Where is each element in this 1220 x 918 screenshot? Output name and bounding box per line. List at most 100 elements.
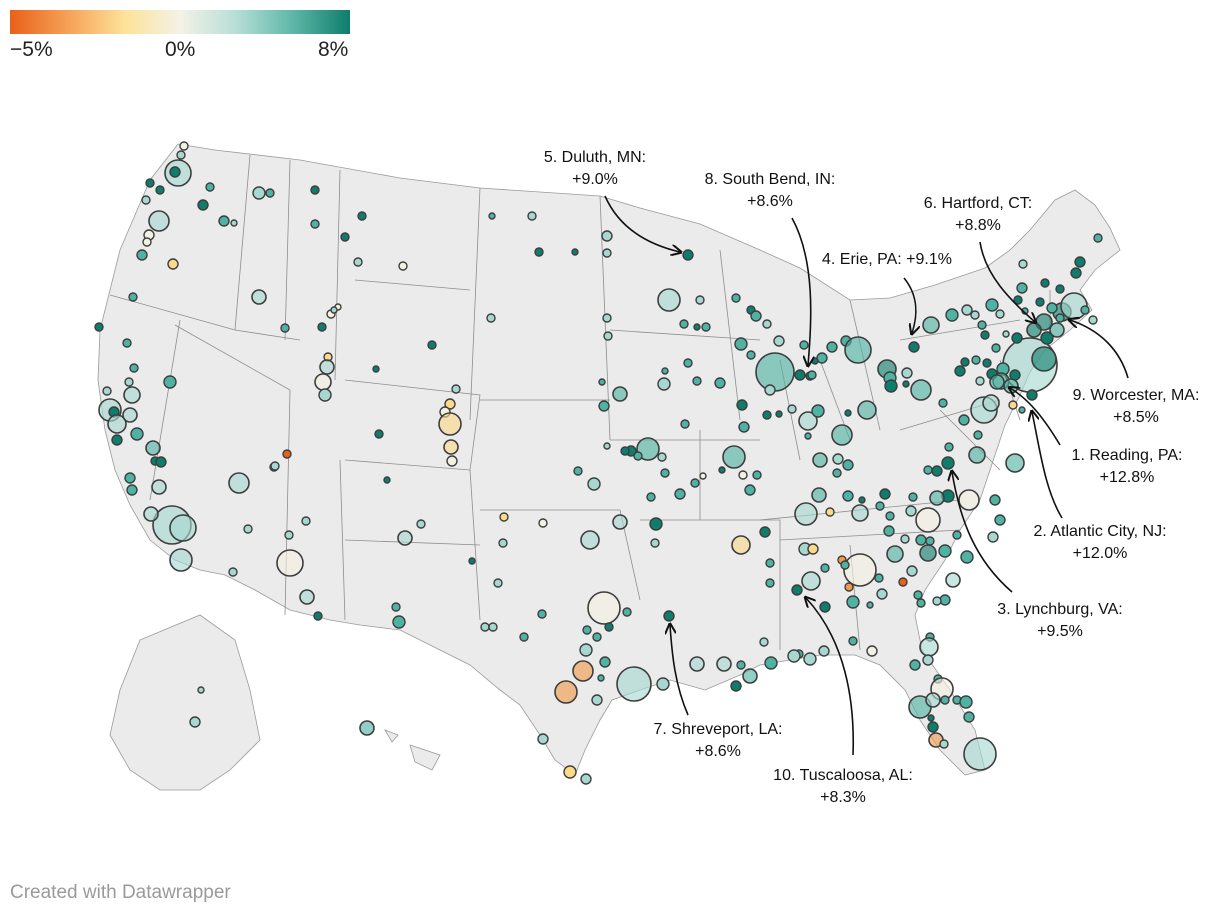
metro-dot[interactable] xyxy=(927,721,939,733)
metro-dot[interactable] xyxy=(857,400,877,420)
metro-dot[interactable] xyxy=(866,645,878,657)
metro-dot[interactable] xyxy=(636,437,660,461)
metro-dot[interactable] xyxy=(938,398,948,408)
metro-dot[interactable] xyxy=(959,695,973,709)
metro-dot[interactable] xyxy=(189,716,201,728)
metro-dot[interactable] xyxy=(1002,330,1010,338)
metro-dot[interactable] xyxy=(762,410,772,420)
metro-dot[interactable] xyxy=(901,367,913,379)
metro-dot[interactable] xyxy=(811,404,825,418)
metro-dot[interactable] xyxy=(764,656,778,670)
metro-dot[interactable] xyxy=(1046,302,1058,314)
metro-dot[interactable] xyxy=(587,591,621,625)
metro-dot[interactable] xyxy=(486,313,496,323)
metro-dot[interactable] xyxy=(799,340,809,350)
metro-dot[interactable] xyxy=(1055,313,1065,323)
metro-dot[interactable] xyxy=(851,504,869,522)
metro-dot[interactable] xyxy=(151,479,167,495)
metro-dot[interactable] xyxy=(931,465,943,477)
metro-dot[interactable] xyxy=(968,446,986,464)
metro-dot[interactable] xyxy=(591,694,603,706)
metro-dot[interactable] xyxy=(746,350,756,360)
metro-dot[interactable] xyxy=(582,625,592,635)
metro-dot[interactable] xyxy=(572,660,594,682)
metro-dot[interactable] xyxy=(661,367,669,375)
metro-dot[interactable] xyxy=(1016,282,1028,294)
metro-dot[interactable] xyxy=(787,649,801,663)
metro-dot[interactable] xyxy=(801,571,821,591)
metro-dot[interactable] xyxy=(916,598,926,608)
metro-dot[interactable] xyxy=(663,610,675,622)
metro-dot[interactable] xyxy=(527,211,537,221)
metro-dot[interactable] xyxy=(906,565,918,577)
metro-dot[interactable] xyxy=(563,765,577,779)
metro-dot[interactable] xyxy=(451,384,461,394)
metro-dot[interactable] xyxy=(650,538,660,548)
metro-dot[interactable] xyxy=(944,442,954,452)
metro-dot[interactable] xyxy=(742,668,758,684)
metro-dot[interactable] xyxy=(923,465,933,475)
metro-dot[interactable] xyxy=(587,477,601,491)
metro-dot[interactable] xyxy=(989,374,1005,390)
metro-dot[interactable] xyxy=(148,210,170,232)
metro-dot[interactable] xyxy=(919,637,939,657)
metro-dot[interactable] xyxy=(812,452,828,468)
metro-dot[interactable] xyxy=(251,289,267,305)
metro-dot[interactable] xyxy=(649,517,663,531)
metro-dot[interactable] xyxy=(954,365,966,377)
metro-dot[interactable] xyxy=(620,446,630,456)
metro-dot[interactable] xyxy=(122,407,138,423)
metro-dot[interactable] xyxy=(480,622,490,632)
metro-dot[interactable] xyxy=(284,530,294,540)
metro-dot[interactable] xyxy=(987,531,999,543)
metro-dot[interactable] xyxy=(280,323,290,333)
metro-dot[interactable] xyxy=(1005,453,1025,473)
metro-dot[interactable] xyxy=(383,476,391,484)
metro-dot[interactable] xyxy=(537,733,549,745)
metro-dot[interactable] xyxy=(612,514,628,530)
metro-dot[interactable] xyxy=(443,439,459,455)
metro-dot[interactable] xyxy=(169,166,181,178)
metro-dot[interactable] xyxy=(736,660,746,670)
metro-dot[interactable] xyxy=(811,487,827,503)
metro-dot[interactable] xyxy=(128,292,138,302)
metro-dot[interactable] xyxy=(357,211,367,221)
metro-dot[interactable] xyxy=(963,711,975,723)
metro-dot[interactable] xyxy=(844,409,852,417)
metro-dot[interactable] xyxy=(736,399,748,411)
metro-dot[interactable] xyxy=(832,453,844,465)
metro-dot[interactable] xyxy=(176,150,186,160)
metro-dot[interactable] xyxy=(353,257,363,267)
metro-dot[interactable] xyxy=(319,359,335,375)
metro-dot[interactable] xyxy=(1040,331,1054,345)
metro-dot[interactable] xyxy=(313,611,323,621)
metro-dot[interactable] xyxy=(538,518,548,528)
metro-dot[interactable] xyxy=(752,470,762,480)
metro-dot[interactable] xyxy=(985,298,999,312)
metro-dot[interactable] xyxy=(374,429,384,439)
metro-dot[interactable] xyxy=(218,215,230,227)
metro-dot[interactable] xyxy=(657,288,681,312)
metro-dot[interactable] xyxy=(730,680,742,692)
metro-dot[interactable] xyxy=(573,466,583,476)
metro-dot[interactable] xyxy=(840,560,850,570)
metro-dot[interactable] xyxy=(330,306,338,314)
metro-dot[interactable] xyxy=(695,295,705,305)
metro-dot[interactable] xyxy=(982,394,1000,412)
metro-dot[interactable] xyxy=(883,525,895,537)
metro-dot[interactable] xyxy=(963,737,997,771)
metro-dot[interactable] xyxy=(604,622,614,632)
metro-dot[interactable] xyxy=(952,530,962,540)
metro-dot[interactable] xyxy=(794,369,806,381)
metro-dot[interactable] xyxy=(922,316,940,334)
metro-dot[interactable] xyxy=(94,322,104,332)
metro-dot[interactable] xyxy=(876,588,888,600)
metro-dot[interactable] xyxy=(392,615,406,629)
metro-dot[interactable] xyxy=(1009,369,1021,381)
metro-dot[interactable] xyxy=(537,609,547,619)
metro-dot[interactable] xyxy=(803,652,817,666)
metro-dot[interactable] xyxy=(372,365,380,373)
metro-dot[interactable] xyxy=(498,538,508,548)
metro-dot[interactable] xyxy=(908,341,920,353)
metro-dot[interactable] xyxy=(493,578,503,588)
